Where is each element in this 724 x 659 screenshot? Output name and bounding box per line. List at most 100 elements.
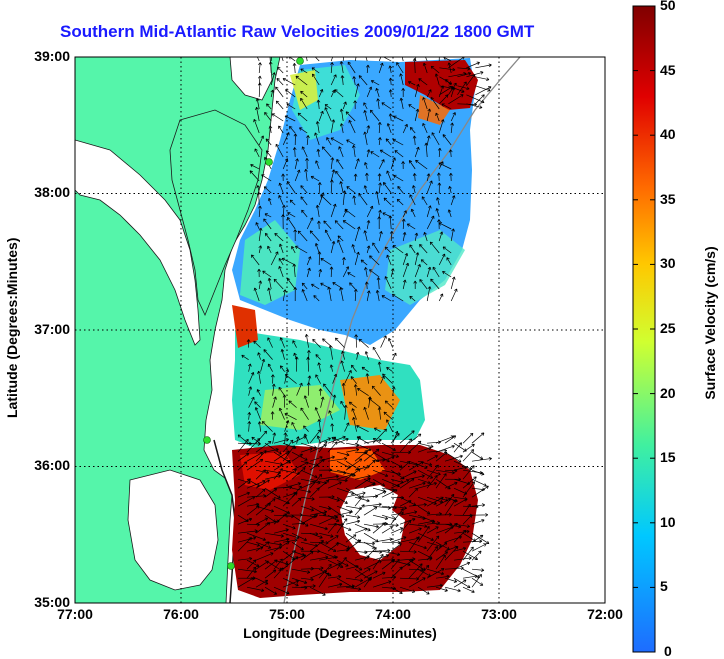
velocity-arrow — [327, 574, 342, 579]
velocity-arrow — [438, 231, 444, 242]
velocity-arrow — [345, 534, 357, 543]
velocity-arrow — [372, 580, 392, 588]
velocity-arrow — [417, 557, 433, 561]
velocity-arrow — [392, 352, 397, 360]
velocity-arrow — [309, 458, 325, 471]
velocity-arrow — [314, 132, 320, 146]
velocity-arrow — [417, 526, 430, 543]
velocity-arrow — [260, 358, 266, 372]
velocity-arrow — [264, 569, 277, 579]
velocity-arrow — [349, 282, 356, 290]
velocity-arrow — [258, 227, 263, 242]
velocity-arrow — [288, 400, 297, 408]
velocity-arrow — [281, 257, 296, 266]
velocity-arrow — [246, 451, 264, 462]
velocity-arrow — [309, 540, 324, 552]
velocity-arrow — [279, 365, 285, 372]
velocity-arrow — [383, 197, 392, 206]
velocity-arrow — [300, 551, 314, 561]
velocity-arrow — [282, 579, 299, 588]
velocity-arrow — [444, 566, 464, 571]
velocity-arrow — [257, 82, 262, 98]
velocity-arrow — [304, 334, 309, 348]
colorbar-tick-label: 45 — [660, 62, 676, 78]
velocity-arrow — [438, 293, 444, 302]
velocity-arrow — [450, 276, 456, 290]
velocity-arrow — [444, 546, 459, 561]
velocity-arrow — [277, 66, 284, 74]
velocity-arrow — [267, 337, 273, 348]
velocity-arrow — [306, 135, 310, 146]
velocity-arrow — [378, 231, 383, 242]
velocity-arrow — [354, 158, 360, 170]
velocity-arrow — [237, 491, 250, 498]
velocity-arrow — [329, 364, 334, 372]
velocity-arrow — [315, 204, 320, 218]
velocity-arrow — [278, 407, 285, 420]
velocity-arrow — [345, 448, 360, 453]
velocity-arrow — [282, 77, 296, 86]
velocity-arrow — [275, 143, 284, 158]
velocity-arrow — [313, 295, 320, 302]
velocity-arrow — [462, 574, 478, 579]
velocity-arrow — [396, 198, 404, 206]
velocity-arrow — [357, 387, 369, 396]
velocity-arrow — [270, 251, 279, 266]
velocity-arrow — [435, 112, 440, 122]
velocity-arrow — [393, 115, 404, 122]
velocity-arrow — [273, 541, 290, 552]
velocity-arrow — [426, 286, 432, 302]
velocity-arrow — [363, 110, 368, 122]
velocity-arrow — [439, 86, 454, 96]
velocity-arrow — [342, 57, 344, 62]
velocity-arrow — [253, 340, 261, 348]
velocity-arrow — [264, 586, 278, 595]
colorbar-label: Surface Velocity (cm/s) — [702, 246, 718, 400]
velocity-arrow — [370, 151, 380, 158]
velocity-arrow — [282, 523, 296, 530]
velocity-arrow — [294, 169, 301, 182]
velocity-arrow — [318, 479, 330, 489]
velocity-arrow — [309, 555, 329, 561]
velocity-arrow — [391, 293, 404, 302]
velocity-arrow — [444, 523, 462, 529]
velocity-arrow — [263, 218, 272, 230]
velocity-arrow — [435, 574, 450, 579]
velocity-arrow — [418, 78, 428, 86]
velocity-arrow — [332, 394, 337, 408]
velocity-arrow — [327, 562, 341, 570]
velocity-arrow — [317, 182, 322, 194]
velocity-arrow — [282, 577, 299, 587]
velocity-arrow — [254, 407, 261, 420]
velocity-arrow — [402, 232, 407, 242]
velocity-arrow — [381, 451, 399, 458]
velocity-arrow — [258, 205, 262, 218]
velocity-arrow — [314, 243, 320, 254]
velocity-arrow — [426, 180, 433, 194]
velocity-arrow — [372, 478, 386, 487]
velocity-arrow — [399, 499, 412, 507]
velocity-arrow — [426, 496, 444, 504]
velocity-arrow — [444, 522, 458, 534]
velocity-arrow — [419, 244, 428, 254]
velocity-arrow — [345, 487, 362, 499]
velocity-arrow — [311, 283, 320, 290]
velocity-arrow — [426, 583, 443, 588]
velocity-arrow — [345, 514, 361, 519]
velocity-arrow — [237, 568, 257, 574]
velocity-arrow — [317, 251, 322, 266]
velocity-arrow — [392, 244, 404, 254]
velocity-arrow — [426, 135, 431, 146]
velocity-arrow — [303, 395, 309, 408]
y-tick-label: 36:00 — [34, 457, 70, 473]
velocity-arrow — [271, 374, 275, 384]
velocity-arrow — [406, 223, 416, 230]
velocity-arrow — [329, 266, 334, 278]
velocity-arrow — [336, 496, 348, 504]
velocity-arrow — [435, 451, 448, 462]
velocity-arrow — [303, 425, 309, 432]
colorbar-tick-label: 40 — [660, 126, 676, 142]
velocity-arrow — [246, 458, 264, 471]
velocity-arrow — [237, 556, 253, 561]
velocity-arrow — [438, 222, 452, 230]
